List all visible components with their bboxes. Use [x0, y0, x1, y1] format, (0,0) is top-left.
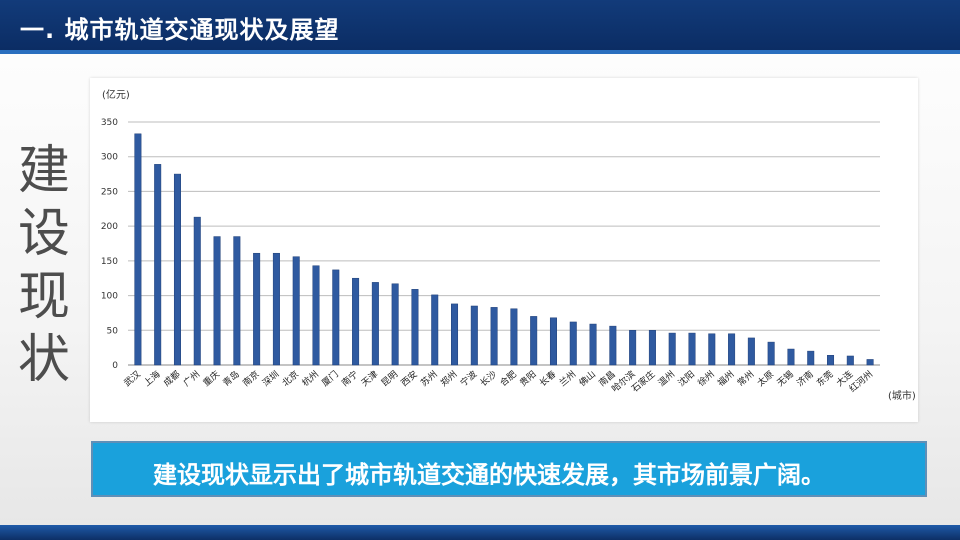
bar: [569, 321, 577, 366]
y-tick-label: 250: [101, 187, 118, 197]
x-tick-label: 常州: [735, 368, 757, 389]
x-tick-label: 济南: [794, 368, 816, 389]
bar: [272, 252, 280, 366]
y-tick-label: 350: [101, 118, 118, 128]
bar: [470, 305, 478, 366]
x-tick-label: 长春: [537, 368, 559, 389]
bar: [827, 355, 835, 366]
bar: [767, 341, 775, 366]
x-tick-label: 武汉: [121, 368, 143, 389]
bar: [549, 317, 557, 366]
x-tick-label: 徐州: [695, 368, 717, 389]
bar: [866, 359, 874, 366]
bar: [173, 173, 181, 366]
bar: [312, 265, 320, 366]
x-tick-label: 温州: [656, 369, 677, 389]
y-tick-label: 50: [107, 326, 119, 336]
bar: [668, 332, 676, 366]
bar: [688, 332, 696, 366]
bar: [708, 333, 716, 366]
bar: [807, 350, 815, 366]
x-tick-label: 成都: [161, 368, 183, 389]
header-stripe: [0, 50, 960, 54]
x-tick-label: 南宁: [339, 368, 361, 389]
y-tick-label: 200: [101, 222, 118, 232]
chart-bars: [134, 133, 874, 366]
y-tick-label: 300: [101, 153, 118, 163]
bar: [728, 333, 736, 366]
x-tick-label: 福州: [715, 368, 737, 389]
bar: [490, 307, 498, 366]
summary-banner: 建设现状显示出了城市轨道交通的快速发展，其市场前景广阔。: [91, 441, 927, 497]
x-tick-label: 石家庄: [629, 368, 657, 395]
chart-gridlines: [128, 121, 880, 366]
bar: [292, 256, 300, 366]
side-title-char: 建: [17, 141, 70, 201]
bar: [451, 303, 459, 366]
bar: [391, 283, 399, 366]
x-tick-label: 太原: [755, 368, 777, 389]
x-tick-label: 广州: [181, 368, 203, 389]
bar: [510, 308, 518, 366]
x-tick-label: 东莞: [814, 368, 836, 389]
footer-bar: [0, 525, 960, 540]
x-tick-label: 天津: [359, 369, 380, 389]
x-tick-label: 无锡: [775, 369, 796, 389]
x-tick-label: 佛山: [576, 368, 598, 389]
x-axis-label: (城市): [888, 389, 916, 402]
x-tick-label: 宁波: [458, 368, 480, 389]
x-tick-label: 北京: [280, 368, 302, 389]
x-axis-ticks: 武汉 上海 成都 广州 重庆 青岛 南京 深圳 北京 杭州 厦门 南宁 天津 昆明 西安 苏州 郑州 宁波 长沙 合肥…: [121, 368, 875, 395]
side-title-char: 现: [17, 267, 70, 327]
x-tick-label: 长沙: [478, 368, 500, 389]
x-tick-label: 苏州: [418, 368, 440, 389]
y-tick-label: 0: [112, 361, 118, 371]
x-tick-label: 兰州: [557, 368, 579, 389]
bar: [134, 133, 142, 366]
side-title-char: 设: [17, 204, 70, 264]
x-tick-label: 西安: [398, 368, 420, 389]
x-tick-label: 郑州: [438, 368, 460, 389]
bar-chart: 0 50 100 150 200 250 300 350 武汉 上海 成都 广州 重庆 青岛 南京 深圳 北京…: [101, 88, 916, 402]
bar: [332, 269, 340, 366]
bar: [629, 330, 637, 366]
summary-text: 建设现状显示出了城市轨道交通的快速发展，其市场前景广阔。: [153, 461, 825, 489]
chart-panel: 0 50 100 150 200 250 300 350 武汉 上海 成都 广州 重庆 青岛 南京 深圳 北京…: [90, 78, 918, 422]
y-axis-ticks: 0 50 100 150 200 250 300 350: [101, 118, 118, 371]
bar: [371, 282, 379, 366]
x-tick-label: 重庆: [200, 368, 222, 389]
bar: [193, 216, 201, 366]
page-title: 一. 城市轨道交通现状及展望: [20, 16, 340, 44]
y-axis-label: (亿元): [102, 88, 130, 101]
bar: [530, 316, 538, 366]
x-tick-label: 青岛: [220, 368, 242, 389]
x-tick-label: 深圳: [260, 369, 281, 389]
bar: [609, 325, 617, 366]
bar: [589, 323, 597, 366]
x-tick-label: 沈阳: [675, 368, 697, 389]
x-tick-label: 上海: [141, 368, 163, 389]
y-tick-label: 150: [101, 257, 118, 267]
x-tick-label: 杭州: [299, 368, 321, 389]
side-title-char: 状: [17, 330, 70, 390]
bar: [411, 289, 419, 366]
x-tick-label: 合肥: [497, 368, 519, 389]
bar: [213, 236, 221, 366]
bar: [787, 348, 795, 366]
bar: [431, 294, 439, 366]
x-tick-label: 南京: [240, 368, 262, 389]
bar: [846, 355, 854, 366]
x-tick-label: 昆明: [379, 369, 400, 389]
bar: [233, 236, 241, 366]
header-bar: 一. 城市轨道交通现状及展望: [0, 0, 960, 54]
bar: [648, 330, 656, 366]
x-tick-label: 厦门: [319, 368, 341, 389]
bar: [253, 252, 261, 366]
bar: [352, 277, 360, 366]
bar: [747, 337, 755, 366]
y-tick-label: 100: [101, 292, 118, 302]
side-title: 建 设 现 状: [0, 140, 88, 410]
bar: [154, 164, 162, 366]
x-tick-label: 贵阳: [517, 368, 539, 389]
